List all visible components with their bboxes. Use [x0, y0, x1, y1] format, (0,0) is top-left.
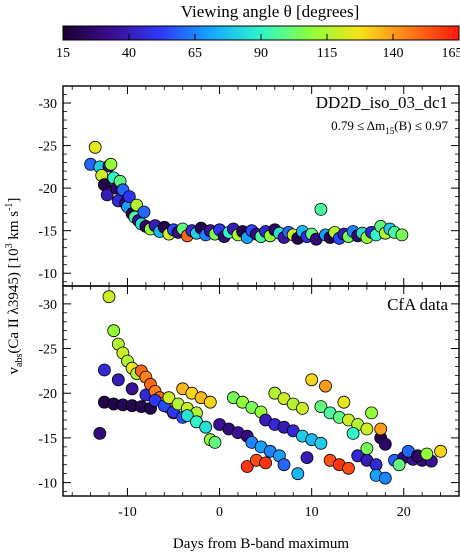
x-tick-label: -10: [118, 505, 137, 520]
data-point: [395, 228, 409, 242]
data-point: [88, 140, 102, 154]
data-point: [277, 458, 291, 472]
data-point: [365, 406, 378, 420]
data-point: [314, 400, 328, 414]
y-label-rest: (Ca II λ3945) [10: [6, 248, 22, 353]
top-panel-points: [84, 140, 409, 246]
y-label-sup: 3: [4, 243, 15, 248]
y-label-close: ]: [6, 198, 22, 203]
y-tick-label: -10: [38, 477, 57, 492]
bottom-panel-points: [93, 290, 448, 485]
data-point: [98, 363, 111, 377]
colorbar-tick-label: 165: [442, 46, 460, 61]
y-label-sup2: -1: [4, 203, 15, 211]
colorbar-tick-label: 140: [383, 46, 404, 61]
colorbar-tick-label: 40: [122, 46, 136, 61]
top-panel-subtitle: 0.79 ≤ Δm15(B) ≤ 0.97: [331, 118, 448, 136]
data-point: [360, 422, 374, 436]
data-point: [342, 461, 355, 475]
x-axis-label: Days from B-band maximum: [173, 536, 350, 552]
y-axis-label: vabs(Ca II λ3945) [103 km s-1]: [4, 198, 25, 375]
data-point: [180, 409, 194, 423]
colorbar-tick-label: 115: [317, 46, 337, 61]
colorbar-tick-label: 90: [254, 46, 268, 61]
data-point: [122, 190, 136, 204]
data-point: [420, 447, 434, 461]
top-panel-title: DD2D_iso_03_dc1: [316, 93, 448, 112]
x-tick-label: 10: [305, 505, 319, 520]
data-point: [319, 379, 332, 393]
data-point: [125, 382, 139, 396]
data-point: [107, 324, 121, 338]
data-point: [300, 451, 314, 465]
data-point: [259, 456, 273, 470]
data-point: [337, 395, 351, 409]
data-point: [314, 436, 328, 450]
data-point: [314, 202, 328, 216]
data-point: [199, 420, 213, 434]
y-tick-label: -25: [38, 140, 57, 155]
y-tick-label: -20: [38, 387, 57, 402]
data-point: [295, 401, 309, 415]
colorbar-tick-label: 65: [188, 46, 202, 61]
data-point: [162, 391, 176, 405]
data-point: [100, 188, 114, 202]
y-label-sub: abs: [14, 353, 25, 366]
data-point: [137, 205, 151, 219]
colorbar-ticks: 15 40 65 90 115 140 165: [56, 34, 460, 61]
data-point: [291, 467, 305, 481]
data-point: [369, 458, 383, 472]
y-tick-label: -30: [38, 97, 57, 112]
y-label-end: km s: [6, 211, 22, 244]
bottom-panel-title: CfA data: [387, 295, 448, 314]
colorbar-tick-label: 15: [56, 46, 70, 61]
data-point: [360, 442, 374, 456]
top-panel-axes: -10 -15 -20 -25 -30: [38, 86, 459, 286]
data-point: [374, 422, 388, 436]
bottom-panel-axes: -10 -15 -20 -25 -30 -10 0 10 20: [38, 286, 459, 520]
data-point: [240, 460, 254, 473]
y-tick-label: -15: [38, 225, 57, 240]
y-tick-label: -15: [38, 432, 57, 447]
data-point: [111, 373, 125, 387]
y-tick-label: -20: [38, 182, 57, 197]
x-tick-label: 0: [216, 505, 223, 520]
colorbar-title: Viewing angle θ [degrees]: [181, 2, 359, 21]
subtitle-sub: 15: [385, 126, 395, 136]
bottom-panel-frame: [62, 285, 460, 497]
y-tick-label: -10: [38, 267, 57, 282]
data-point: [378, 437, 392, 451]
data-point: [392, 458, 406, 472]
data-point: [378, 471, 392, 485]
y-tick-label: -30: [38, 298, 57, 313]
data-point: [434, 444, 448, 458]
data-point: [346, 426, 360, 440]
y-label-main: v: [6, 366, 22, 374]
y-tick-label: -25: [38, 343, 57, 358]
data-point: [102, 290, 116, 304]
data-point: [203, 395, 217, 409]
subtitle-main: 0.79 ≤ Δm: [331, 118, 385, 133]
x-tick-label: 20: [397, 505, 411, 520]
data-point: [208, 435, 222, 449]
data-point: [305, 373, 319, 387]
data-point: [104, 157, 118, 171]
subtitle-tail: (B) ≤ 0.97: [394, 118, 448, 133]
data-point: [93, 426, 107, 440]
